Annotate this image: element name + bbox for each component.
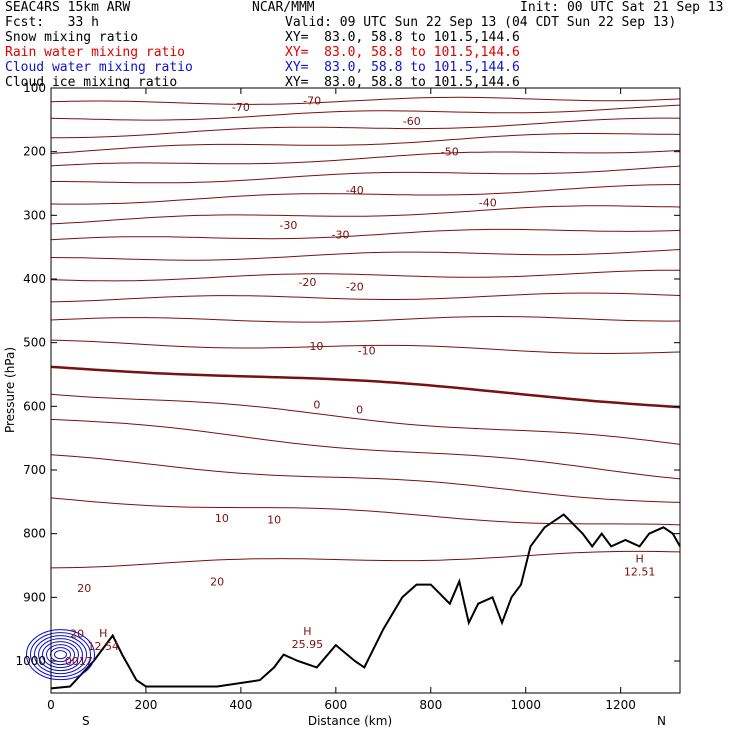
terrain-profile xyxy=(50,513,681,690)
y-tick-label: 100 xyxy=(23,81,46,95)
init-time: Init: 00 UTC Sat 21 Sep 13 xyxy=(520,0,724,15)
contour-label: 20 xyxy=(70,628,84,641)
y-tick-label: 500 xyxy=(23,336,46,350)
contour-label: -20 xyxy=(346,281,364,294)
temp-contour-15 xyxy=(50,454,681,503)
temp-contour--35 xyxy=(50,205,681,225)
temp-contour--50 xyxy=(50,149,681,167)
x-tick-label: 400 xyxy=(229,698,252,712)
contour-label: 10 xyxy=(215,512,229,525)
cloud-water-contour xyxy=(33,635,87,675)
contour-label: 0 xyxy=(356,404,363,417)
x-tick-label: 600 xyxy=(324,698,347,712)
y-tick-label: 800 xyxy=(23,527,46,541)
contour-label: -40 xyxy=(346,184,364,197)
y-tick-label: 400 xyxy=(23,272,46,286)
maximum-value: 12.54 xyxy=(87,640,119,653)
temp-contour--65 xyxy=(50,104,681,121)
x-tick-label: 200 xyxy=(134,698,157,712)
contour-label: 10 xyxy=(267,514,281,527)
field-name-rain: Rain water mixing ratio xyxy=(5,45,186,60)
field-name-snow: Snow mixing ratio xyxy=(5,30,139,45)
cloud-water-contour xyxy=(25,629,95,681)
field-xy-cloud-ice: XY= 83.0, 58.8 to 101.5,144.6 xyxy=(285,75,520,90)
contour-label: -70 xyxy=(232,101,250,114)
cloud-water-contours xyxy=(25,629,95,681)
contour-label: -10 xyxy=(305,340,323,353)
cloud-water-contour xyxy=(41,641,79,669)
y-tick-label: 1000 xyxy=(15,654,46,668)
right-endpoint-label: N xyxy=(657,714,666,728)
contour-label: -30 xyxy=(279,219,297,232)
temp-contour--70 xyxy=(50,96,681,105)
contour-label: 20 xyxy=(210,575,224,588)
temp-contour--10 xyxy=(50,316,681,323)
temp-contour-5 xyxy=(50,393,681,445)
temp-contour-10 xyxy=(50,418,681,480)
center-title: NCAR/MMM xyxy=(252,0,315,15)
x-axis-label: Distance (km) xyxy=(308,714,392,728)
temp-contour--5 xyxy=(50,339,681,355)
temp-contour--40 xyxy=(50,184,681,205)
maximum-value: 25.95 xyxy=(292,638,324,651)
cloud-water-contour xyxy=(45,644,75,666)
y-tick-label: 300 xyxy=(23,208,46,222)
y-tick-label: 700 xyxy=(23,463,46,477)
temp-contour-0 xyxy=(50,365,681,409)
cloud-water-contour xyxy=(37,638,83,672)
contour-label: -70 xyxy=(303,95,321,108)
x-tick-label: 1200 xyxy=(605,698,636,712)
x-tick-label: 0 xyxy=(47,698,55,712)
left-endpoint-label: S xyxy=(82,714,90,728)
cloud-water-label: .0017 xyxy=(61,655,93,668)
contour-label: 20 xyxy=(77,582,91,595)
y-axis-label: Pressure (hPa) xyxy=(3,347,17,433)
temp-contour--55 xyxy=(50,133,681,154)
y-tick-label: 900 xyxy=(23,590,46,604)
maximum-symbol: H xyxy=(303,625,311,638)
temp-contour--30 xyxy=(50,228,681,241)
cloud-water-contour xyxy=(29,632,91,678)
contour-label: -10 xyxy=(358,344,376,357)
x-tick-label: 1000 xyxy=(510,698,541,712)
y-tick-label: 600 xyxy=(23,399,46,413)
valid-time: Valid: 09 UTC Sun 22 Sep 13 (04 CDT Sun … xyxy=(285,15,677,30)
maximum-symbol: H xyxy=(636,553,644,566)
temp-contour--60 xyxy=(51,117,681,139)
forecast-hour: Fcst: 33 h xyxy=(5,15,99,30)
plot-frame xyxy=(50,87,681,694)
maximum-value: 12.51 xyxy=(624,566,656,579)
temp-contour--25 xyxy=(50,249,681,261)
temp-contour-25 xyxy=(50,550,681,569)
axis-ticks: 0 200 400 600 800 1000 12001002003004005006007… xyxy=(15,81,680,712)
maximum-symbol: H xyxy=(99,627,107,640)
field-xy-cloud-water: XY= 83.0, 58.8 to 101.5,144.6 xyxy=(285,60,520,75)
temperature-contours xyxy=(50,96,681,569)
contour-labels: -70 -70 -60 -50 -40 -40 -30 -30 -20 -20 -10 -10 0 0 10… xyxy=(61,95,655,668)
field-xy-rain: XY= 83.0, 58.8 to 101.5,144.6 xyxy=(285,45,520,60)
field-xy-snow: XY= 83.0, 58.8 to 101.5,144.6 xyxy=(285,30,520,45)
contour-label: -20 xyxy=(298,276,316,289)
contour-label: -40 xyxy=(479,197,497,210)
field-name-cloud-water: Cloud water mixing ratio xyxy=(5,60,193,75)
model-title: SEAC4RS 15km ARW xyxy=(5,0,131,15)
contour-label: -60 xyxy=(403,115,421,128)
temp-contour--20 xyxy=(50,269,680,282)
y-tick-label: 200 xyxy=(23,145,46,159)
temp-contour--15 xyxy=(50,292,681,303)
temp-contour-20 xyxy=(50,497,681,526)
cloud-water-contour xyxy=(49,647,71,663)
contour-label: -50 xyxy=(441,146,459,159)
terrain-line xyxy=(50,513,681,690)
x-tick-label: 800 xyxy=(419,698,442,712)
cloud-water-contour xyxy=(53,650,67,660)
contour-label: -30 xyxy=(332,228,350,241)
contour-label: 0 xyxy=(313,398,320,411)
temp-contour--45 xyxy=(51,165,681,184)
field-name-cloud-ice: Cloud ice mixing ratio xyxy=(5,75,178,90)
